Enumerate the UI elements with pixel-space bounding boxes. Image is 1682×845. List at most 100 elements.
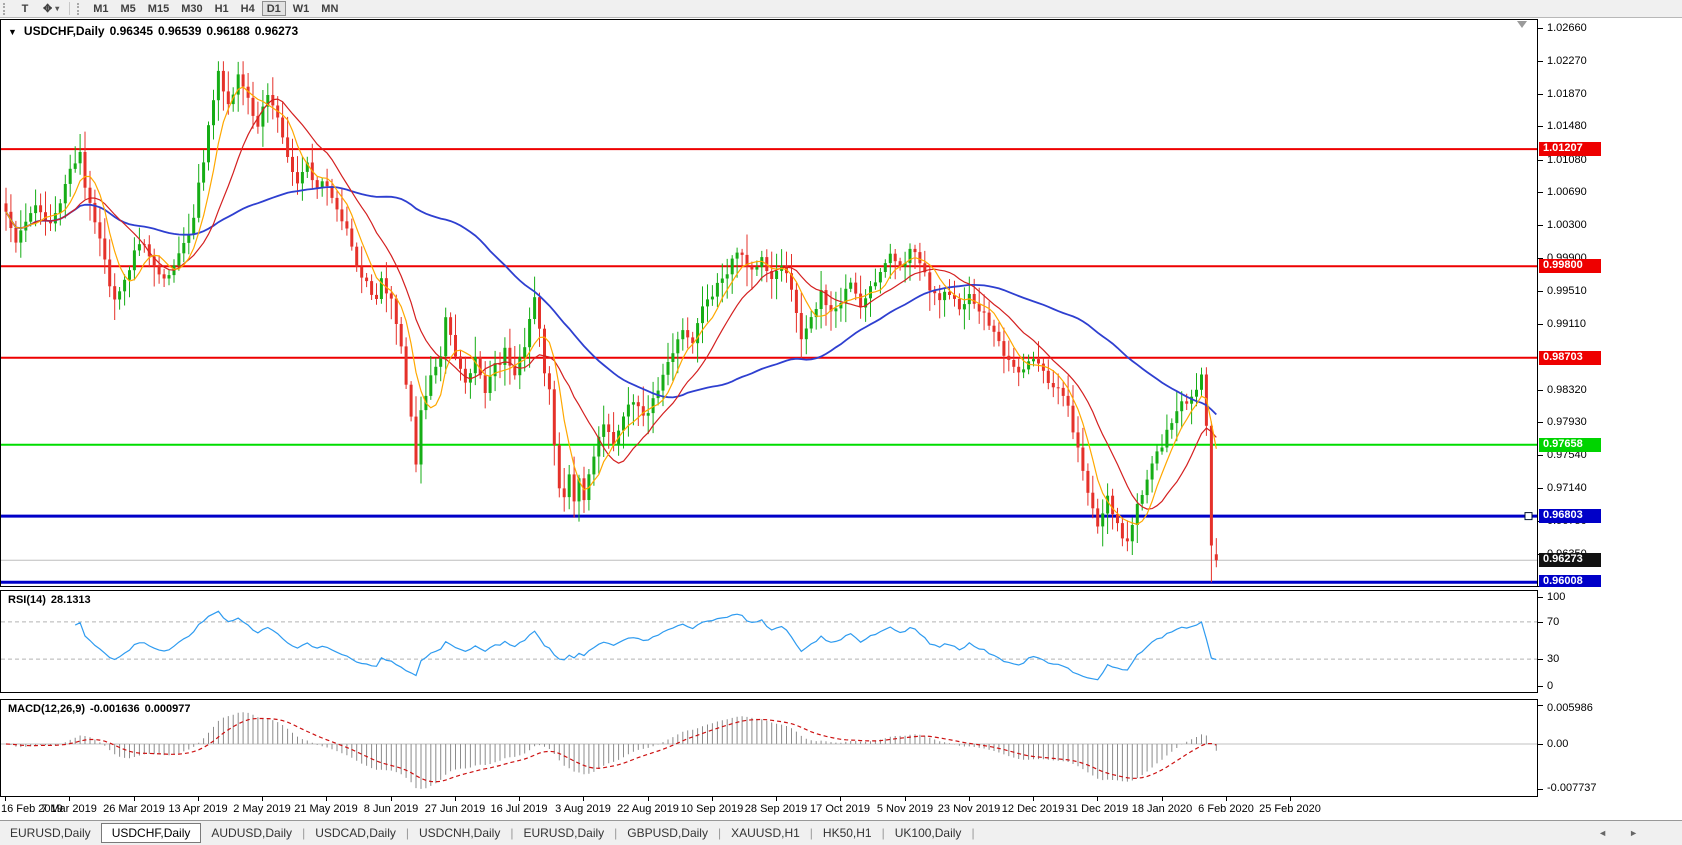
price-tick-label: 0.97930 bbox=[1547, 416, 1587, 428]
chart-tab-USDCNH-Daily[interactable]: USDCNH,Daily bbox=[419, 826, 501, 840]
price-tick-label: 1.01480 bbox=[1547, 120, 1587, 132]
price-tick-label: 1.02660 bbox=[1547, 22, 1587, 34]
collapse-arrow-icon[interactable]: ▼ bbox=[8, 27, 17, 37]
price-axis-tick-mark bbox=[1538, 390, 1543, 391]
timeframe-button-M30[interactable]: M30 bbox=[176, 1, 207, 16]
tab-separator: | bbox=[809, 826, 813, 840]
timeframe-button-H4[interactable]: H4 bbox=[236, 1, 260, 16]
date-axis-tick-mark bbox=[519, 797, 520, 801]
date-axis-tick-mark bbox=[840, 797, 841, 801]
price-level-chip: 0.96803 bbox=[1539, 509, 1601, 523]
date-axis-tick-mark bbox=[262, 797, 263, 801]
chart-shift-marker[interactable] bbox=[1517, 21, 1527, 28]
date-tick-label: 13 Apr 2019 bbox=[168, 803, 228, 815]
date-axis-tick-mark bbox=[1162, 797, 1163, 801]
date-tick-label: 2 May 2019 bbox=[233, 803, 291, 815]
tabs-scroll-left-icon[interactable]: ◄ bbox=[1598, 828, 1608, 838]
date-tick-label: 22 Aug 2019 bbox=[617, 803, 679, 815]
rsi-name: RSI(14) bbox=[8, 594, 46, 606]
rsi-value: 28.1313 bbox=[50, 594, 91, 606]
price-tick-label: 0.97140 bbox=[1547, 482, 1587, 494]
date-tick-label: 26 Mar 2019 bbox=[103, 803, 165, 815]
price-level-chip: 0.99800 bbox=[1539, 259, 1601, 273]
date-tick-label: 12 Dec 2019 bbox=[1001, 803, 1065, 815]
macd-axis: 0.005986 0.00 -0.007737 bbox=[1538, 699, 1682, 797]
timeframe-button-W1[interactable]: W1 bbox=[288, 1, 315, 16]
text-tool-icon: T bbox=[21, 2, 29, 15]
macd-chart bbox=[1, 712, 1537, 789]
date-axis-tick-mark bbox=[326, 797, 327, 801]
chevron-down-icon: ▾ bbox=[55, 4, 60, 13]
date-tick-label: 21 May 2019 bbox=[294, 803, 358, 815]
ohlc-open: 0.96345 bbox=[109, 24, 153, 38]
timeframe-button-M5[interactable]: M5 bbox=[116, 1, 141, 16]
tab-separator: | bbox=[717, 826, 722, 840]
price-tick-label: 1.01080 bbox=[1547, 154, 1587, 166]
rsi-panel[interactable]: RSI(14) 28.1313 bbox=[0, 590, 1538, 693]
date-axis-tick-mark bbox=[134, 797, 135, 801]
main-chart-panel[interactable]: ▼ USDCHF,Daily 0.96345 0.96539 0.96188 0.9627… bbox=[0, 19, 1538, 587]
rsi-line bbox=[74, 610, 1217, 681]
date-tick-label: 7 Mar 2019 bbox=[41, 803, 97, 815]
text-tool-button[interactable]: T bbox=[14, 1, 36, 16]
price-tick-label: 1.00690 bbox=[1547, 186, 1587, 198]
toolbar-grip[interactable] bbox=[3, 2, 9, 15]
hline-selection-handle[interactable] bbox=[1524, 512, 1533, 521]
rsi-tick-label: 100 bbox=[1547, 591, 1566, 603]
cursor-tool-icon: ✥ bbox=[43, 3, 53, 15]
chart-tab-HK50-H1[interactable]: HK50,H1 bbox=[822, 826, 872, 840]
date-tick-label: 31 Dec 2019 bbox=[1065, 803, 1129, 815]
rsi-axis-tick-mark bbox=[1538, 686, 1543, 687]
macd-tick-label: 0.00 bbox=[1547, 738, 1569, 750]
date-axis-tick-mark bbox=[391, 797, 392, 801]
chart-tab-bar: EURUSD,Daily USDCHF,Daily AUDUSD,Daily | USD… bbox=[0, 820, 1682, 845]
price-axis-tick-mark bbox=[1538, 61, 1543, 62]
price-axis-tick-mark bbox=[1538, 94, 1543, 95]
chart-tab-USDCHF-Daily[interactable]: USDCHF,Daily bbox=[100, 823, 202, 843]
ohlc-high: 0.96539 bbox=[158, 24, 202, 38]
price-tick-label: 0.97540 bbox=[1547, 449, 1587, 461]
chart-tab-GBPUSD-Daily[interactable]: GBPUSD,Daily bbox=[627, 826, 708, 840]
price-axis-tick-mark bbox=[1538, 160, 1543, 161]
ma-medium-line bbox=[5, 98, 1217, 510]
price-level-chip: 1.01207 bbox=[1539, 142, 1601, 156]
chart-tab-EURUSD-Daily[interactable]: EURUSD,Daily bbox=[523, 826, 605, 840]
timeframe-button-D1[interactable]: D1 bbox=[261, 1, 286, 16]
price-axis: 1.02660 1.02270 1.01870 1.01480 1.01080 1.006… bbox=[1538, 19, 1682, 587]
chart-tab-USDCAD-Daily[interactable]: USDCAD,Daily bbox=[315, 826, 396, 840]
price-axis-tick-mark bbox=[1538, 258, 1543, 259]
timeframe-group: M1 M5 M15 M30 H1 H4 D1 W1 MN bbox=[87, 1, 344, 16]
tab-separator: | bbox=[302, 826, 306, 840]
ma-fast-line bbox=[5, 86, 1217, 525]
price-level-chip: 0.97658 bbox=[1539, 438, 1601, 452]
tabs-scroll-right-icon[interactable]: ► bbox=[1629, 828, 1638, 838]
price-level-chip: 0.98703 bbox=[1539, 351, 1601, 365]
macd-signal-line bbox=[5, 717, 1217, 783]
date-axis-tick-mark bbox=[969, 797, 970, 801]
chart-tab-XAUUSD-H1[interactable]: XAUUSD,H1 bbox=[731, 826, 800, 840]
timeframe-button-MN[interactable]: MN bbox=[316, 1, 343, 16]
macd-name: MACD(12,26,9) bbox=[8, 703, 86, 715]
chart-symbol-label: ▼ USDCHF,Daily 0.96345 0.96539 0.96188 0.9627… bbox=[8, 24, 303, 38]
price-axis-tick-mark bbox=[1538, 488, 1543, 489]
price-tick-label: 0.98320 bbox=[1547, 384, 1587, 396]
timeframe-button-M15[interactable]: M15 bbox=[143, 1, 174, 16]
candlestick-chart bbox=[1, 61, 1537, 584]
cursor-tool-button[interactable]: ✥ ▾ bbox=[38, 1, 64, 16]
timeframe-button-M1[interactable]: M1 bbox=[88, 1, 113, 16]
date-tick-label: 5 Nov 2019 bbox=[876, 803, 934, 815]
macd-panel[interactable]: MACD(12,26,9) -0.001636 0.000977 bbox=[0, 699, 1538, 797]
chart-tab-AUDUSD-Daily[interactable]: AUDUSD,Daily bbox=[211, 826, 293, 840]
toolbar-separator bbox=[69, 2, 71, 15]
date-axis-tick-mark bbox=[455, 797, 456, 801]
date-axis-tick-mark bbox=[1226, 797, 1227, 801]
price-axis-tick-mark bbox=[1538, 225, 1543, 226]
rsi-axis-tick-mark bbox=[1538, 622, 1543, 623]
date-tick-label: 23 Nov 2019 bbox=[937, 803, 1001, 815]
toolbar-grip[interactable] bbox=[77, 2, 83, 15]
chart-tab-UK100-Daily[interactable]: UK100,Daily bbox=[894, 826, 962, 840]
timeframe-button-H1[interactable]: H1 bbox=[210, 1, 234, 16]
date-axis-tick-mark bbox=[712, 797, 713, 801]
chart-tab-EURUSD-Daily[interactable]: EURUSD,Daily bbox=[10, 826, 91, 840]
date-axis-tick-mark bbox=[776, 797, 777, 801]
